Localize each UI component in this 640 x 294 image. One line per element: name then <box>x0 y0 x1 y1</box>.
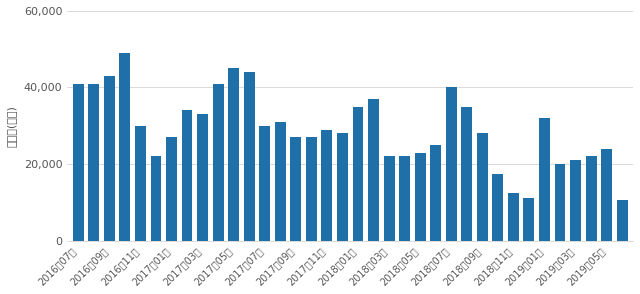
Bar <box>555 164 566 240</box>
Bar <box>321 130 332 240</box>
Bar <box>150 156 161 240</box>
Bar <box>586 156 596 240</box>
Bar <box>244 72 255 240</box>
Bar <box>617 201 628 240</box>
Bar <box>197 114 208 240</box>
Bar <box>88 84 99 240</box>
Bar <box>368 99 379 240</box>
Bar <box>524 198 534 240</box>
Bar <box>120 53 131 240</box>
Bar <box>228 68 239 240</box>
Bar <box>399 156 410 240</box>
Bar <box>601 149 612 240</box>
Bar <box>383 156 394 240</box>
Bar <box>337 133 348 240</box>
Bar <box>415 153 426 240</box>
Bar <box>539 118 550 240</box>
Bar <box>73 84 84 240</box>
Bar <box>212 84 223 240</box>
Y-axis label: 거래량(건수): 거래량(건수) <box>7 105 17 147</box>
Bar <box>275 122 285 240</box>
Bar <box>508 193 519 240</box>
Bar <box>259 126 270 240</box>
Bar <box>306 137 317 240</box>
Bar <box>430 145 441 240</box>
Bar <box>182 111 193 240</box>
Bar <box>104 76 115 240</box>
Bar <box>461 107 472 240</box>
Bar <box>570 160 581 240</box>
Bar <box>477 133 488 240</box>
Bar <box>492 173 503 240</box>
Bar <box>166 137 177 240</box>
Bar <box>446 88 457 240</box>
Bar <box>135 126 146 240</box>
Bar <box>353 107 364 240</box>
Bar <box>291 137 301 240</box>
